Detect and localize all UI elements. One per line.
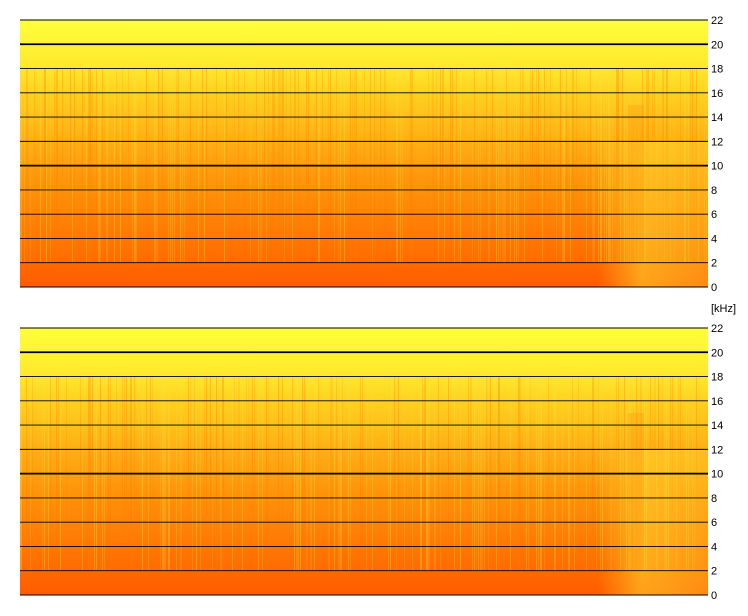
tick-label-2: 2	[711, 566, 717, 578]
tick-label-20: 20	[711, 347, 723, 359]
spectrogram-intensity	[20, 20, 708, 287]
tick-label-22: 22	[711, 323, 723, 335]
tick-label-6: 6	[711, 209, 717, 221]
spectrogram-intensity	[20, 328, 708, 595]
tick-label-18: 18	[711, 372, 723, 384]
tick-label-12: 12	[711, 136, 723, 148]
tick-label-16: 16	[711, 88, 723, 100]
tick-label-10: 10	[711, 161, 723, 173]
tick-label-4: 4	[711, 541, 717, 553]
tick-label-2: 2	[711, 258, 717, 270]
tick-label-8: 8	[711, 185, 717, 197]
tick-label-4: 4	[711, 233, 717, 245]
tick-label-6: 6	[711, 517, 717, 529]
tick-label-12: 12	[711, 444, 723, 456]
tick-label-20: 20	[711, 39, 723, 51]
spectrogram-panel-top: 0 2 4 6 8 10 12 14 16 18 20 22	[20, 15, 723, 294]
tick-label-8: 8	[711, 493, 717, 505]
tick-label-10: 10	[711, 469, 723, 481]
tick-label-18: 18	[711, 64, 723, 76]
tick-label-0: 0	[711, 282, 717, 294]
tick-label-16: 16	[711, 396, 723, 408]
spectral-accent	[628, 412, 644, 571]
spectrogram-panel-bottom: 0 2 4 6 8 10 12 14 16 18 20 22	[20, 323, 723, 602]
tick-label-14: 14	[711, 112, 723, 124]
tick-label-14: 14	[711, 420, 723, 432]
spectral-accent	[628, 104, 644, 263]
tick-label-22: 22	[711, 15, 723, 27]
unit-label: [kHz]	[711, 303, 736, 315]
tick-label-0: 0	[711, 590, 717, 602]
